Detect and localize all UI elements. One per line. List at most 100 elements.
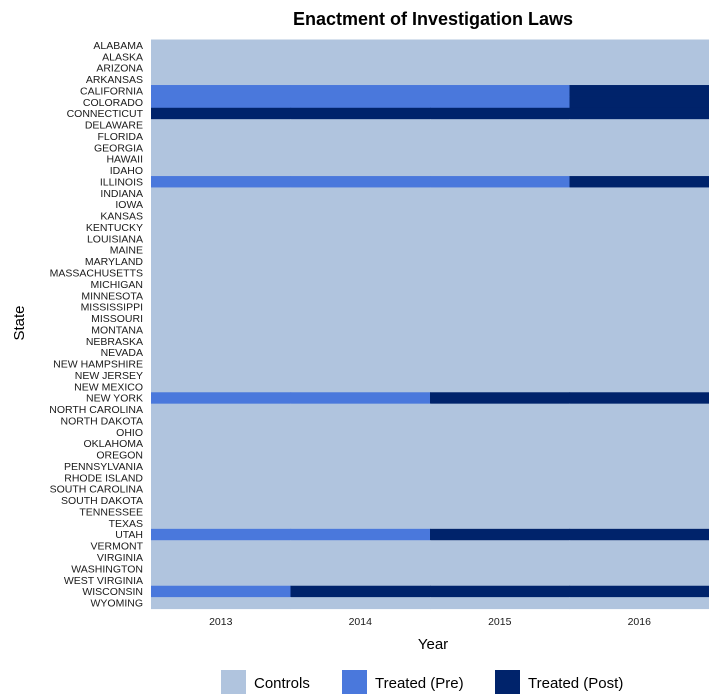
heatmap-cell [290, 324, 431, 336]
heatmap-cell [290, 562, 431, 575]
y-tick-label: TENNESSEE [79, 506, 143, 518]
y-tick-label: NEW YORK [86, 393, 143, 405]
y-tick-label: ILLINOIS [100, 176, 143, 188]
heatmap-cell [290, 96, 431, 109]
legend-label: Treated (Pre) [375, 675, 464, 692]
heatmap-cell [290, 471, 431, 484]
heatmap-cell [430, 562, 571, 575]
heatmap-cell [569, 597, 709, 610]
heatmap-cell [151, 289, 292, 302]
heatmap-cell [569, 506, 709, 519]
heatmap-cell [569, 483, 709, 496]
heatmap-cell [430, 301, 571, 314]
heatmap-cell [430, 50, 571, 63]
heatmap-cell [430, 62, 571, 75]
heatmap-cell [569, 301, 709, 314]
heatmap-cell [569, 517, 709, 530]
y-tick-label: NEW JERSEY [75, 370, 143, 382]
heatmap-cell [151, 392, 292, 405]
y-tick-label: MONTANA [91, 324, 143, 336]
heatmap-cell [430, 96, 571, 109]
heatmap-cell [569, 324, 709, 336]
heatmap-cell [430, 597, 571, 610]
heatmap-cell [290, 483, 431, 496]
y-tick-label: CALIFORNIA [80, 85, 143, 97]
heatmap-cell [290, 369, 431, 382]
legend-swatch [342, 670, 367, 694]
heatmap-cell [569, 232, 709, 245]
x-tick-label: 2016 [628, 616, 652, 628]
heatmap-cell [430, 119, 571, 132]
heatmap-cell [151, 358, 292, 371]
heatmap-cell [151, 187, 292, 200]
heatmap-cell [430, 210, 571, 223]
y-tick-label: ARKANSAS [86, 74, 143, 86]
heatmap-cell [290, 141, 431, 154]
heatmap-cell [151, 232, 292, 245]
x-axis-title: Year [418, 636, 448, 653]
heatmap-cell [569, 221, 709, 234]
heatmap-cell [290, 597, 431, 610]
y-tick-label: MARYLAND [85, 256, 144, 268]
heatmap-cell [151, 107, 292, 120]
heatmap-cell [430, 528, 571, 541]
heatmap-cell [430, 73, 571, 86]
y-axis-title: State [11, 305, 28, 340]
legend-swatch [495, 670, 520, 694]
y-tick-label: RHODE ISLAND [64, 472, 143, 484]
heatmap-cell [290, 153, 431, 166]
heatmap-cell [151, 517, 292, 530]
heatmap-cell [569, 562, 709, 575]
heatmap-cell [569, 278, 709, 291]
heatmap-cell [151, 153, 292, 166]
heatmap-cell [569, 494, 709, 507]
heatmap-cell [290, 517, 431, 530]
heatmap-cell [430, 198, 571, 211]
y-tick-label: GEORGIA [94, 142, 143, 154]
y-tick-label: VERMONT [91, 541, 144, 553]
heatmap-cell [569, 244, 709, 257]
y-tick-label: UTAH [115, 529, 143, 541]
heatmap-cell [430, 551, 571, 564]
heatmap-cell [151, 221, 292, 234]
heatmap-cell [290, 403, 431, 416]
y-tick-label: MISSOURI [91, 313, 143, 325]
heatmap-cell [569, 39, 709, 52]
y-tick-label: FLORIDA [97, 131, 143, 143]
heatmap-cell [569, 164, 709, 177]
heatmap-cell [569, 574, 709, 587]
heatmap-cell [290, 585, 431, 598]
heatmap-cell [430, 267, 571, 280]
heatmap-cell [290, 494, 431, 507]
heatmap-cell [569, 267, 709, 280]
heatmap-cell [151, 255, 292, 268]
heatmap-cell [569, 176, 709, 189]
heatmap-cell [569, 96, 709, 109]
heatmap-cell [151, 528, 292, 541]
heatmap-cell [151, 73, 292, 86]
heatmap-cell [290, 289, 431, 302]
heatmap-cell [151, 324, 292, 336]
heatmap-cell [430, 517, 571, 530]
heatmap-cell [569, 198, 709, 211]
heatmap-cell [430, 506, 571, 519]
heatmap-cell [430, 221, 571, 234]
heatmap-cell [290, 358, 431, 371]
y-tick-label: OHIO [116, 427, 143, 439]
heatmap-cell [151, 449, 292, 462]
heatmap-cell [569, 153, 709, 166]
y-tick-label: ALASKA [102, 51, 143, 63]
heatmap-cell [569, 119, 709, 132]
heatmap-cell [430, 460, 571, 473]
heatmap-cell [290, 210, 431, 223]
y-tick-label: NORTH DAKOTA [61, 415, 143, 427]
heatmap-cell [151, 312, 292, 325]
heatmap-cell [290, 119, 431, 132]
y-tick-label: ARIZONA [96, 63, 143, 75]
heatmap-cell [430, 494, 571, 507]
heatmap-cell [569, 50, 709, 63]
heatmap-cell [569, 528, 709, 541]
heatmap-cell [151, 85, 292, 97]
heatmap-cell [290, 528, 431, 541]
heatmap-cell [569, 335, 709, 348]
